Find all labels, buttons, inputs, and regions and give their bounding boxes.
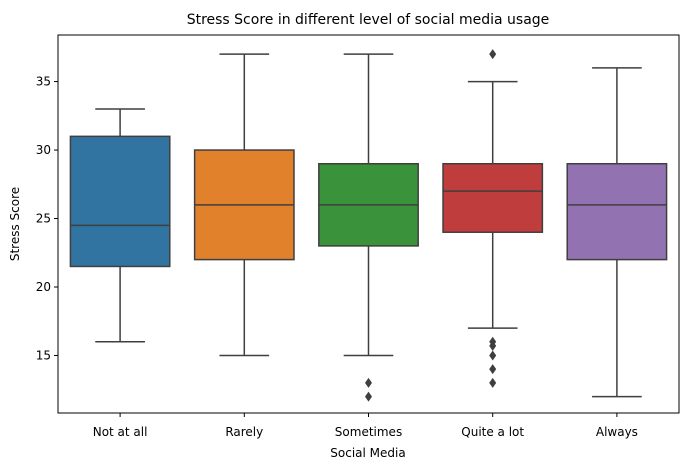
x-axis-label: Social Media: [330, 446, 405, 460]
y-tick-label: 15: [36, 348, 51, 362]
y-tick-label: 35: [36, 75, 51, 89]
box-group-3: [318, 53, 419, 402]
y-axis-label: Stress Score: [8, 187, 22, 261]
y-tick-label: 20: [36, 280, 51, 294]
outlier-point: [489, 49, 497, 60]
box-group-1: [69, 108, 171, 343]
axes-layer: 15 20 25 30 35 Not at all Rarely Sometimes Quite…: [36, 34, 680, 439]
boxes-layer: [69, 49, 668, 402]
outlier-point: [489, 340, 497, 351]
x-tick-label: Rarely: [225, 425, 263, 439]
x-tick-label: Quite a lot: [461, 425, 524, 439]
x-tick-label: Sometimes: [335, 425, 402, 439]
y-tick-label: 25: [36, 212, 51, 226]
box-group-2: [193, 53, 295, 357]
chart-title: Stress Score in different level of socia…: [187, 12, 550, 28]
outlier-point: [365, 391, 372, 402]
iqr-box: [69, 135, 171, 268]
x-tick-label: Always: [596, 425, 638, 439]
iqr-box: [442, 162, 544, 233]
outlier-point: [489, 350, 497, 361]
y-tick-label: 30: [36, 143, 51, 157]
box-group-5: [566, 67, 668, 398]
outlier-point: [365, 377, 372, 388]
box-group-4: [442, 49, 544, 388]
outlier-point: [489, 364, 497, 375]
iqr-box: [566, 162, 668, 261]
x-tick-label: Not at all: [93, 425, 148, 439]
outlier-point: [489, 377, 497, 388]
